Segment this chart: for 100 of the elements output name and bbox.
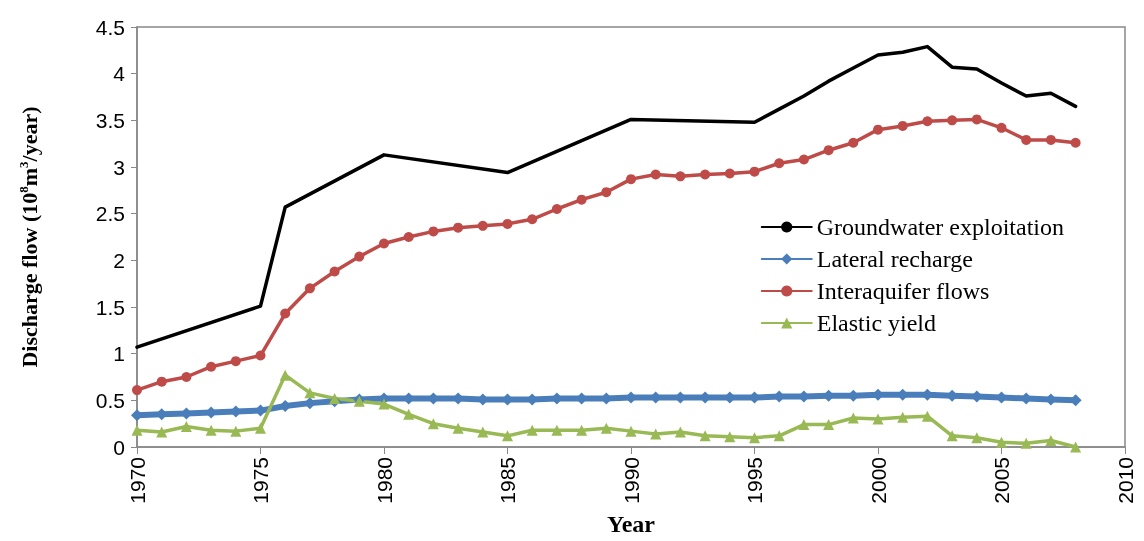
point (601, 187, 612, 198)
point (304, 283, 315, 294)
y-tick-label: 2.5 (95, 202, 125, 226)
point (971, 432, 983, 444)
point (1045, 134, 1056, 145)
point (996, 436, 1007, 448)
point (452, 422, 464, 434)
point (453, 222, 464, 233)
point (205, 424, 217, 436)
point (131, 424, 143, 436)
point (329, 266, 340, 277)
point (304, 387, 316, 399)
x-tick-label: 1985 (496, 457, 519, 504)
point (798, 419, 810, 431)
point (600, 422, 612, 434)
y-tick-label: 1.5 (95, 295, 125, 319)
point (897, 411, 909, 423)
point (428, 226, 439, 237)
point (403, 408, 415, 420)
point (502, 430, 513, 442)
point (477, 220, 488, 231)
point (921, 410, 933, 422)
point (699, 430, 711, 442)
point (823, 419, 835, 431)
point (798, 154, 809, 165)
point (848, 137, 859, 148)
point (946, 430, 958, 442)
legend-label: Elastic yield (816, 310, 937, 336)
point (576, 424, 588, 436)
y-tick-label: 0.5 (95, 388, 125, 412)
point (329, 392, 341, 404)
point (872, 413, 884, 425)
point (255, 350, 266, 361)
point (181, 372, 192, 382)
point (724, 168, 735, 179)
point (1045, 434, 1057, 446)
point (922, 116, 933, 127)
y-tick-label: 4.5 (95, 15, 125, 39)
line-series (135, 44, 1078, 349)
point (354, 251, 365, 262)
point (551, 204, 562, 214)
point (1070, 441, 1082, 453)
x-tick-label: 2010 (1113, 457, 1137, 504)
point (947, 115, 958, 126)
point (1070, 137, 1081, 148)
point (230, 425, 242, 437)
point (526, 424, 538, 436)
y-tick-label: 3 (113, 155, 125, 179)
y-tick-label: 1 (113, 342, 125, 366)
point (576, 194, 587, 205)
y-tick-label: 0 (113, 435, 125, 459)
point (749, 432, 760, 444)
legend-label: Lateral recharge (816, 246, 973, 272)
point (1021, 134, 1032, 145)
point (255, 422, 266, 434)
point (626, 174, 636, 185)
point (724, 431, 736, 443)
point (279, 369, 291, 381)
point (477, 426, 489, 438)
x-tick-label: 1980 (372, 457, 396, 504)
point (823, 145, 834, 156)
point (650, 428, 662, 440)
x-tick-label: 2000 (866, 457, 890, 504)
point (527, 214, 538, 225)
point (675, 171, 686, 182)
point (502, 218, 513, 229)
point (897, 120, 908, 131)
y-tick-label: 3.5 (95, 108, 125, 132)
point (132, 385, 142, 396)
point (996, 122, 1007, 133)
x-tick-label: 1975 (249, 457, 272, 504)
legend-label: Groundwater exploitation (816, 214, 1064, 240)
point (674, 426, 686, 438)
point (403, 232, 414, 242)
legend-label: Interaquifer flows (816, 278, 990, 304)
x-tick-label: 2005 (990, 457, 1013, 504)
point (280, 308, 291, 319)
point (873, 124, 883, 135)
y-tick-label: 4 (113, 62, 126, 86)
point (774, 158, 785, 169)
point (749, 166, 760, 177)
point (180, 420, 192, 432)
point (650, 169, 661, 180)
point (156, 376, 167, 387)
point (551, 424, 563, 436)
point (625, 425, 637, 437)
point (427, 418, 439, 430)
point (378, 398, 390, 410)
x-tick-label: 1995 (743, 457, 766, 504)
x-axis-title: Year (607, 510, 656, 537)
x-tick-label: 1990 (619, 457, 643, 504)
x-tick-label: 1970 (125, 457, 149, 504)
point (971, 114, 982, 125)
point (230, 356, 241, 367)
point (700, 169, 711, 180)
point (847, 412, 859, 424)
point (156, 426, 168, 438)
point (773, 430, 785, 442)
point (379, 238, 389, 249)
point (1020, 437, 1032, 449)
